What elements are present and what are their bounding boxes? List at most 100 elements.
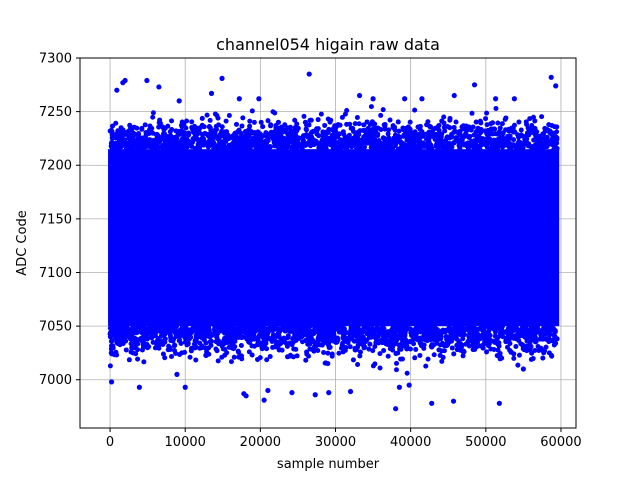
data-point — [497, 356, 503, 362]
data-point — [440, 354, 446, 360]
dense-sample-band — [108, 149, 560, 327]
data-point — [344, 121, 350, 127]
data-point — [189, 119, 195, 125]
data-point — [460, 353, 466, 359]
outlier-point — [492, 96, 499, 102]
data-point — [545, 127, 551, 133]
data-point — [310, 139, 316, 145]
data-point — [170, 135, 176, 141]
data-point — [417, 123, 423, 129]
data-point — [184, 118, 190, 124]
data-point — [107, 363, 113, 369]
data-point — [223, 118, 229, 124]
data-point — [473, 334, 479, 340]
outlier-point — [496, 400, 502, 406]
data-point — [321, 135, 327, 141]
data-point — [457, 137, 463, 143]
data-point — [378, 127, 384, 133]
data-point — [301, 113, 307, 119]
data-point — [143, 142, 149, 148]
data-point — [448, 331, 454, 337]
data-point — [197, 334, 203, 340]
data-point — [212, 111, 218, 117]
data-point — [515, 362, 521, 368]
data-point — [484, 349, 490, 355]
data-point — [424, 335, 430, 341]
data-point — [540, 355, 546, 361]
data-point — [427, 145, 433, 151]
data-point — [141, 331, 147, 337]
data-point — [440, 144, 446, 150]
data-point — [370, 121, 376, 127]
data-point — [141, 359, 147, 365]
outlier-point — [129, 125, 135, 131]
data-point — [281, 137, 287, 143]
data-point — [183, 125, 189, 131]
data-point — [294, 331, 300, 337]
y-tick-label: 7200 — [39, 159, 72, 174]
data-point — [527, 116, 533, 122]
data-point — [357, 349, 363, 355]
data-point — [168, 338, 174, 344]
data-point — [201, 337, 207, 343]
data-point — [345, 340, 351, 346]
data-point — [233, 134, 239, 140]
data-point — [470, 124, 476, 130]
data-point — [554, 336, 560, 342]
data-point — [443, 137, 449, 143]
data-point — [472, 347, 478, 353]
data-point — [312, 329, 318, 335]
data-point — [112, 324, 118, 330]
data-point — [305, 134, 311, 140]
data-point — [449, 131, 455, 137]
data-point — [434, 334, 440, 340]
data-point — [109, 338, 115, 344]
outlier-point — [370, 96, 376, 102]
data-point — [412, 107, 418, 113]
data-point — [352, 138, 358, 144]
data-point — [380, 324, 386, 330]
outlier-point — [122, 77, 128, 84]
axis-ticks: 0 10000 20000 30000 40000 50000 60000 7000 7050 7… — [39, 52, 582, 451]
data-point — [270, 109, 276, 115]
data-point — [439, 329, 445, 335]
data-point — [323, 131, 329, 137]
data-point — [154, 134, 160, 140]
data-point — [418, 144, 424, 150]
data-point — [531, 114, 537, 120]
data-point — [113, 120, 119, 126]
data-point — [340, 129, 346, 135]
data-point — [546, 122, 552, 128]
outlier-point — [174, 371, 180, 377]
data-point — [392, 339, 398, 345]
data-point — [405, 127, 411, 133]
data-point — [307, 117, 313, 123]
data-point — [360, 329, 366, 335]
data-point — [451, 124, 457, 130]
data-point — [523, 119, 529, 125]
data-point — [135, 337, 141, 343]
data-point — [232, 326, 238, 332]
y-tick-label: 7300 — [39, 52, 72, 67]
data-point — [279, 347, 285, 353]
data-point — [294, 142, 300, 148]
data-point — [350, 357, 356, 363]
data-point — [524, 130, 530, 136]
data-point — [300, 138, 306, 144]
data-point — [257, 355, 263, 361]
data-point — [347, 344, 353, 350]
data-point — [251, 119, 257, 125]
data-point — [237, 325, 243, 331]
data-point — [394, 360, 400, 366]
data-point — [384, 145, 390, 151]
data-point — [355, 342, 361, 348]
data-point — [400, 340, 406, 346]
data-point — [399, 145, 405, 151]
data-point — [244, 334, 250, 340]
data-point — [139, 135, 145, 141]
data-point — [392, 124, 398, 130]
data-point — [118, 325, 124, 331]
y-tick-label: 7050 — [39, 320, 72, 335]
data-point — [370, 334, 376, 340]
data-point — [265, 118, 271, 124]
